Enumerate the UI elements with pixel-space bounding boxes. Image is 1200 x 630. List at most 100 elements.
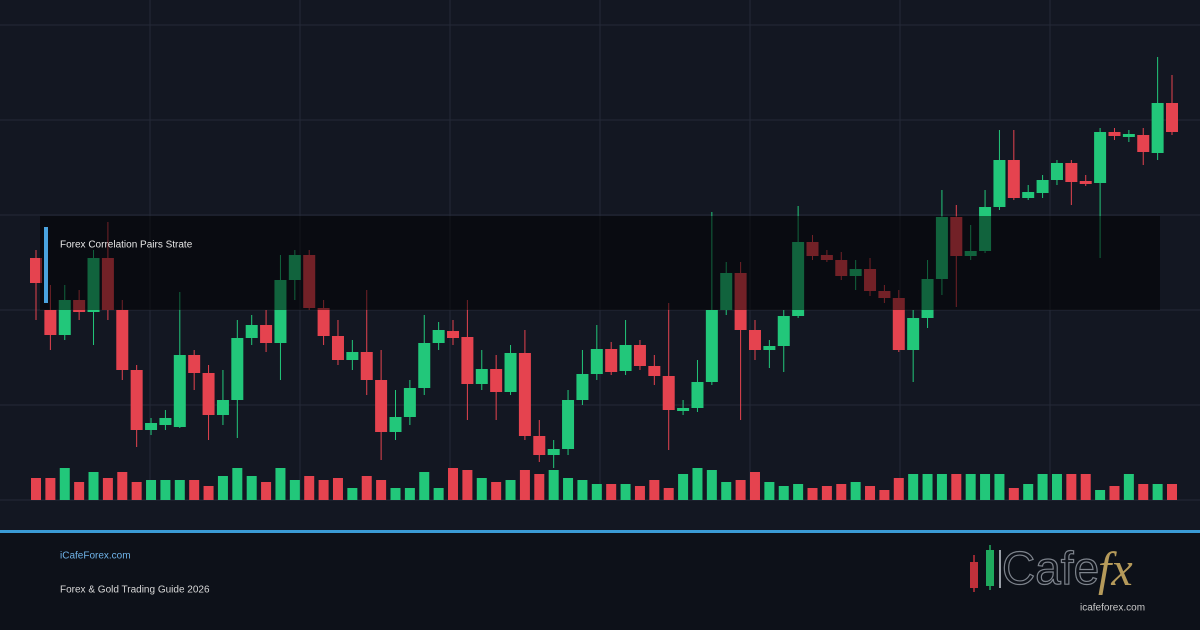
logo-candle — [986, 550, 994, 586]
candle-body — [1108, 132, 1121, 136]
volume-bar — [563, 478, 574, 500]
footer-site: iCafeForex.com — [60, 551, 131, 562]
candle-body — [44, 310, 57, 335]
candle-body — [1065, 163, 1078, 182]
candle-body — [576, 374, 589, 400]
volume-bar — [102, 478, 113, 500]
candle-body — [504, 353, 517, 392]
candle-body — [605, 349, 618, 372]
volume-bar — [519, 470, 530, 500]
volume-bar — [850, 482, 861, 500]
logo-candle — [970, 562, 978, 588]
volume-bar — [908, 474, 919, 500]
logo-mark: fx — [1098, 543, 1133, 596]
candle-body — [130, 370, 143, 430]
candle-body — [461, 337, 474, 384]
candle-body — [590, 349, 603, 374]
volume-bar — [620, 484, 631, 500]
volume-bar — [965, 474, 976, 500]
volume-bar — [1008, 488, 1019, 500]
volume-bar — [74, 482, 85, 500]
volume-bar — [146, 480, 157, 500]
volume-bar — [706, 470, 717, 500]
volume-bar — [88, 472, 99, 500]
volume-bar — [577, 480, 588, 500]
volume-bar — [721, 482, 732, 500]
annotation: Forex Correlation Pairs Strate — [60, 240, 193, 251]
candle-body — [1137, 135, 1150, 152]
candle-body — [1151, 103, 1164, 153]
candle-body — [490, 369, 503, 392]
candle-body — [993, 160, 1006, 207]
annotation-band — [40, 216, 1160, 310]
volume-bar — [692, 468, 703, 500]
volume-bar — [189, 480, 200, 500]
volume-bar — [764, 482, 775, 500]
candle-body — [375, 380, 388, 432]
volume-bar — [347, 488, 358, 500]
logo-word: Cafe — [1002, 542, 1099, 594]
volume-bar — [304, 476, 315, 500]
volume-bar — [1037, 474, 1048, 500]
volume-bar — [1123, 474, 1134, 500]
volume-bar — [649, 480, 660, 500]
candle-body — [562, 400, 575, 449]
candle-body — [346, 352, 359, 360]
volume-bar — [980, 474, 991, 500]
candle-body — [518, 353, 531, 436]
volume-bar — [45, 478, 56, 500]
candle-body — [547, 449, 560, 455]
candle-body — [331, 336, 344, 360]
candle-body — [159, 418, 172, 425]
volume-bar — [778, 486, 789, 500]
candle-body — [892, 298, 905, 350]
candle-body — [231, 338, 244, 400]
candle-body — [447, 331, 460, 338]
candle-body — [475, 369, 488, 384]
candle-body — [705, 310, 718, 382]
candle-body — [403, 388, 416, 417]
volume-bar — [663, 488, 674, 500]
logo-url: icafeforex.com — [1080, 603, 1145, 614]
volume-bar — [59, 468, 70, 500]
candle-body — [317, 308, 330, 336]
divider — [0, 530, 1200, 533]
volume-bar — [1080, 474, 1091, 500]
volume-bar — [160, 480, 171, 500]
volume-bar — [232, 468, 243, 500]
volume-bar — [1152, 484, 1163, 500]
volume-bar — [1109, 486, 1120, 500]
candle-body — [677, 408, 690, 411]
candle-body — [145, 423, 158, 430]
candle-body — [245, 325, 258, 338]
candle-body — [1007, 160, 1020, 198]
volume-bar — [448, 468, 459, 500]
volume-bar — [807, 488, 818, 500]
volume-bar — [217, 476, 228, 500]
volume-bar — [131, 482, 142, 500]
volume-bar — [534, 474, 545, 500]
candle-body — [432, 330, 445, 343]
volume-bar — [865, 486, 876, 500]
candle-body — [1122, 134, 1135, 137]
candle-body — [202, 373, 215, 415]
volume-bar — [879, 490, 890, 500]
volume-bar — [548, 470, 559, 500]
volume-bar — [1023, 484, 1034, 500]
candle-body — [216, 400, 229, 415]
volume-bar — [951, 474, 962, 500]
volume-bar — [936, 474, 947, 500]
candle-body — [662, 376, 675, 410]
candle-body — [1166, 103, 1178, 132]
candle-body — [1050, 163, 1063, 180]
candle-body — [1079, 181, 1092, 184]
volume-bar — [793, 484, 804, 500]
volume-bar — [419, 472, 430, 500]
volume-bar — [203, 486, 214, 500]
candle-body — [1094, 132, 1107, 183]
volume-bar — [591, 484, 602, 500]
volume-bar — [433, 488, 444, 500]
volume-bar — [994, 474, 1005, 500]
